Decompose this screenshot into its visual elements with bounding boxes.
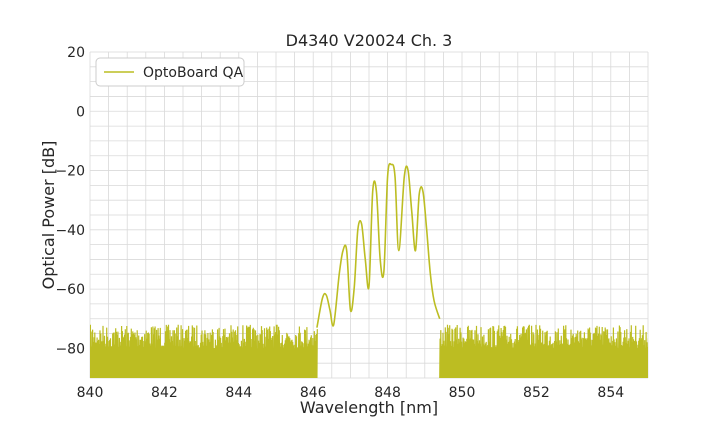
x-tick-label: 848: [374, 385, 401, 401]
y-tick-label: 20: [67, 45, 85, 61]
y-axis-label: Optical Power [dB]: [39, 141, 58, 290]
series-layer: [90, 162, 648, 378]
x-tick-label: 854: [597, 385, 624, 401]
tick-labels: 840 842 844 846 848 850 852 854 20 0 −20 −40 −60 −80: [55, 45, 624, 401]
x-tick-label: 844: [225, 385, 252, 401]
x-tick-label: 842: [151, 385, 178, 401]
chart-title: D4340 V20024 Ch. 3: [286, 31, 453, 50]
y-tick-label: −80: [55, 341, 85, 357]
noise-floor-trace: [90, 324, 318, 378]
x-axis-label: Wavelength [nm]: [300, 398, 438, 417]
x-tick-label: 850: [449, 385, 476, 401]
legend-box: [95, 57, 245, 87]
y-tick-label: −20: [55, 164, 85, 180]
y-tick-label: 0: [76, 104, 85, 120]
legend-label: OptoBoard QA: [143, 65, 244, 81]
x-tick-label: 840: [77, 385, 104, 401]
legend: OptoBoard QA: [95, 57, 245, 87]
x-tick-label: 846: [300, 385, 327, 401]
y-tick-label: −40: [55, 223, 85, 239]
x-tick-label: 852: [523, 385, 550, 401]
series-line-optoboard-qa: [316, 162, 441, 328]
y-tick-label: −60: [55, 282, 85, 298]
noise-floor-trace: [439, 324, 648, 378]
